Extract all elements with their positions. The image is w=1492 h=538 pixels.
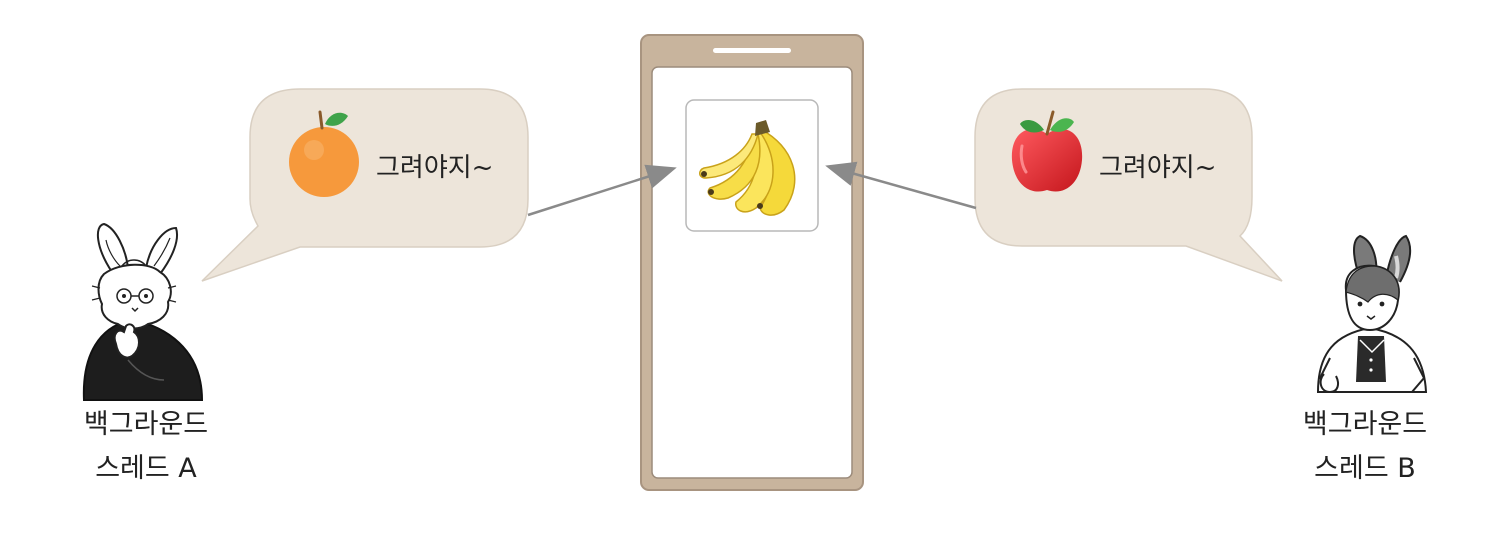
apple-icon bbox=[1011, 110, 1083, 192]
bubble-b-text: 그려야지~ bbox=[1099, 153, 1217, 183]
rabbit-character-b bbox=[1316, 234, 1428, 394]
phone bbox=[640, 34, 864, 491]
bubble-a-text: 그려야지~ bbox=[376, 153, 494, 183]
thread-a-caption-line1: 백그라운드 bbox=[83, 409, 209, 440]
thread-a-caption-line2: 스레드 A bbox=[95, 453, 197, 484]
arrow-b-to-phone bbox=[825, 161, 977, 210]
speech-bubble-a bbox=[201, 88, 529, 282]
banana-icon bbox=[699, 120, 796, 216]
thread-b-caption-line2: 스레드 B bbox=[1314, 453, 1416, 484]
speech-bubble-b bbox=[974, 88, 1283, 282]
rabbit-character-a bbox=[82, 222, 204, 401]
arrow-a-to-phone bbox=[527, 164, 677, 217]
orange-icon bbox=[289, 110, 359, 197]
thread-b-caption: 백그라운드 스레드 B bbox=[1265, 403, 1465, 491]
thread-b-caption-line1: 백그라운드 bbox=[1302, 409, 1428, 440]
thread-a-caption: 백그라운드 스레드 A bbox=[46, 403, 246, 491]
phone-speaker bbox=[713, 48, 791, 53]
